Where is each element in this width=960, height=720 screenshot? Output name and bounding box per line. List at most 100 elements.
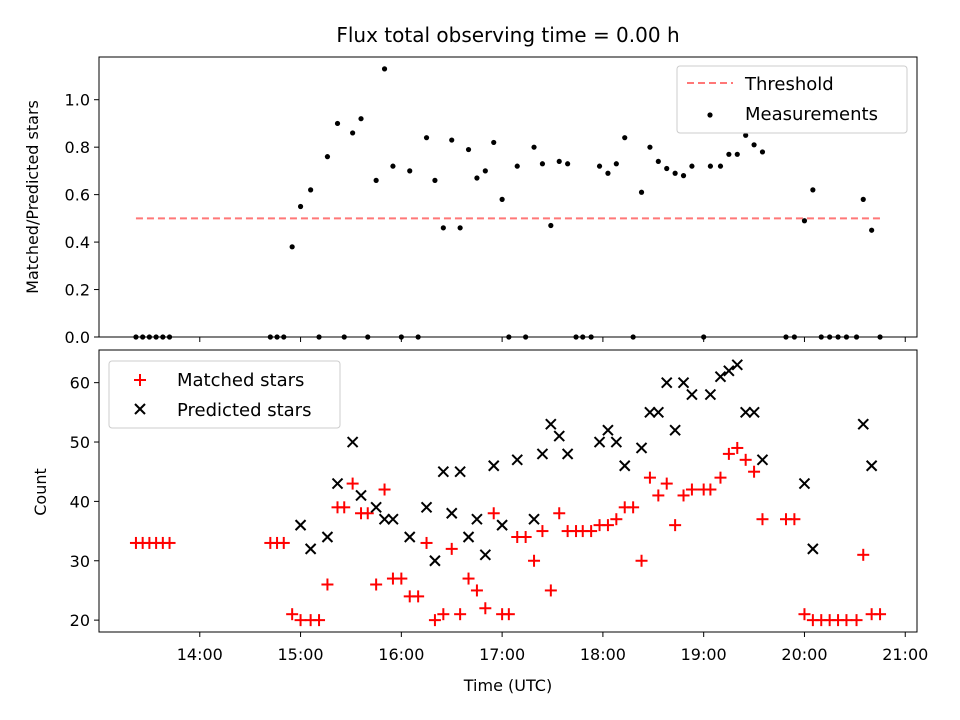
predicted-stars-point bbox=[387, 513, 399, 525]
matched-stars-point bbox=[739, 453, 752, 466]
measurement-point bbox=[548, 222, 554, 229]
matched-stars-point bbox=[635, 554, 648, 567]
predicted-stars-point bbox=[739, 406, 752, 419]
matched-stars-point bbox=[601, 519, 614, 532]
matched-stars-point bbox=[294, 614, 307, 627]
x-tick-label: 15:00 bbox=[278, 645, 324, 664]
x-tick-label: 16:00 bbox=[378, 645, 424, 664]
x-tick-label: 18:00 bbox=[580, 645, 626, 664]
measurement-point bbox=[432, 177, 438, 183]
measurement-point bbox=[783, 334, 789, 340]
measurement-point bbox=[588, 334, 594, 340]
predicted-stars-point bbox=[471, 513, 483, 525]
matched-stars-point bbox=[874, 608, 887, 621]
measurement-point bbox=[140, 334, 146, 340]
legend-predicted-marker bbox=[134, 403, 146, 415]
measurement-point bbox=[457, 225, 463, 231]
predicted-stars-point bbox=[446, 507, 458, 519]
matched-stars-point bbox=[714, 471, 727, 484]
predicted-stars-point bbox=[857, 418, 869, 430]
measurement-point bbox=[801, 218, 808, 224]
top-y-tick-label: 1.0 bbox=[65, 91, 90, 110]
measurement-point bbox=[672, 170, 678, 176]
predicted-stars-point bbox=[798, 477, 811, 490]
predicted-stars-point bbox=[404, 531, 416, 543]
predicted-stars-point bbox=[723, 365, 735, 377]
x-tick-label: 20:00 bbox=[781, 645, 827, 664]
measurement-point bbox=[810, 187, 816, 193]
measurement-point bbox=[701, 334, 707, 340]
measurement-point bbox=[523, 334, 529, 340]
matched-stars-point bbox=[722, 447, 735, 460]
matched-stars-point bbox=[756, 513, 769, 526]
predicted-stars-point bbox=[479, 549, 492, 561]
chart-title: Flux total observing time = 0.00 h bbox=[336, 23, 679, 47]
matched-stars-point bbox=[454, 608, 467, 621]
measurement-point bbox=[869, 227, 875, 233]
predicted-stars-point bbox=[756, 454, 769, 466]
matched-stars-point bbox=[479, 602, 492, 615]
top-legend-box bbox=[676, 65, 908, 134]
matched-stars-point bbox=[361, 507, 374, 520]
measurement-point bbox=[655, 158, 661, 165]
matched-stars-point bbox=[627, 501, 640, 514]
predicted-stars-point bbox=[294, 519, 307, 531]
matched-stars-point bbox=[857, 548, 870, 561]
measurement-point bbox=[415, 334, 421, 340]
measurement-point bbox=[818, 334, 824, 340]
matched-stars-point bbox=[346, 477, 359, 490]
matched-stars-point bbox=[313, 614, 326, 627]
measurement-point bbox=[407, 168, 413, 174]
measurement-point bbox=[350, 130, 356, 136]
predicted-stars-point bbox=[748, 406, 760, 419]
predicted-stars-point bbox=[528, 513, 540, 525]
top-legend: Threshold Measurements bbox=[676, 65, 908, 134]
legend-measurements-marker bbox=[707, 112, 713, 118]
predicted-stars-point bbox=[511, 454, 523, 466]
bottom-y-tick-label: 40 bbox=[70, 492, 90, 511]
measurement-point bbox=[390, 163, 396, 169]
predicted-stars-point bbox=[677, 376, 690, 389]
matched-stars-point bbox=[163, 536, 176, 549]
predicted-stars-point bbox=[420, 501, 433, 514]
matched-stars-point bbox=[704, 483, 717, 496]
matched-stars-point bbox=[338, 501, 351, 514]
bottom-legend: Matched stars Predicted stars bbox=[108, 360, 341, 429]
measurement-point bbox=[726, 151, 732, 157]
predicted-stars-point bbox=[731, 359, 743, 371]
matched-stars-point bbox=[428, 614, 441, 627]
measurement-point bbox=[308, 187, 314, 193]
predicted-stars-point bbox=[669, 424, 681, 436]
top-y-tick-label: 0.8 bbox=[65, 138, 90, 157]
measurement-point bbox=[743, 132, 749, 138]
matched-stars-point bbox=[731, 441, 744, 454]
measurement-point bbox=[877, 334, 883, 340]
top-y-tick-label: 0.4 bbox=[65, 233, 90, 252]
measurement-point bbox=[514, 163, 520, 169]
matched-stars-point bbox=[487, 507, 500, 520]
bottom-axes: 20 30 40 50 60 14:00 15:00 16:00 17:00 18:00 19:00… bbox=[70, 349, 928, 664]
predicted-stars-point bbox=[545, 418, 557, 430]
measurement-point bbox=[341, 334, 347, 340]
bottom-legend-box bbox=[108, 360, 341, 429]
predicted-stars-point bbox=[686, 388, 698, 401]
measurement-point bbox=[373, 177, 379, 183]
matched-stars-point bbox=[677, 489, 690, 502]
measurement-point bbox=[440, 225, 446, 231]
measurement-point bbox=[580, 334, 586, 340]
measurement-point bbox=[622, 135, 628, 141]
matched-stars-point bbox=[420, 536, 433, 549]
measurement-point bbox=[499, 196, 505, 202]
predicted-stars-point bbox=[462, 531, 475, 543]
measurement-point bbox=[160, 334, 166, 340]
predicted-stars-point bbox=[661, 376, 673, 389]
measurement-point bbox=[707, 163, 714, 169]
legend-measurements-label: Measurements bbox=[745, 104, 878, 125]
predicted-stars-point bbox=[488, 460, 500, 472]
predicted-stars-point bbox=[346, 436, 359, 448]
matched-stars-point bbox=[643, 471, 656, 484]
bottom-y-tick-label: 50 bbox=[70, 433, 90, 452]
bottom-plot-area bbox=[129, 359, 887, 627]
predicted-stars-point bbox=[602, 424, 614, 436]
